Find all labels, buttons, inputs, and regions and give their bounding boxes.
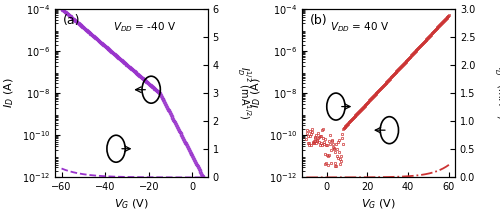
X-axis label: $V_G$ (V): $V_G$ (V) (114, 198, 149, 211)
Text: (a): (a) (62, 14, 80, 27)
Y-axis label: $I_D$ (A): $I_D$ (A) (250, 78, 264, 108)
Y-axis label: $I_D$ (A): $I_D$ (A) (2, 78, 16, 108)
X-axis label: $V_G$ (V): $V_G$ (V) (361, 198, 396, 211)
Y-axis label: $I_D^{1/2}$ (mA$^{1/2}$): $I_D^{1/2}$ (mA$^{1/2}$) (492, 66, 500, 120)
Text: $V_{DD}$ = -40 V: $V_{DD}$ = -40 V (113, 21, 176, 34)
Text: (b): (b) (310, 14, 328, 27)
Text: $V_{DD}$ = 40 V: $V_{DD}$ = 40 V (330, 21, 389, 34)
Y-axis label: $I_D^{1/2}$ (mA$^{1/2}$): $I_D^{1/2}$ (mA$^{1/2}$) (236, 66, 252, 120)
